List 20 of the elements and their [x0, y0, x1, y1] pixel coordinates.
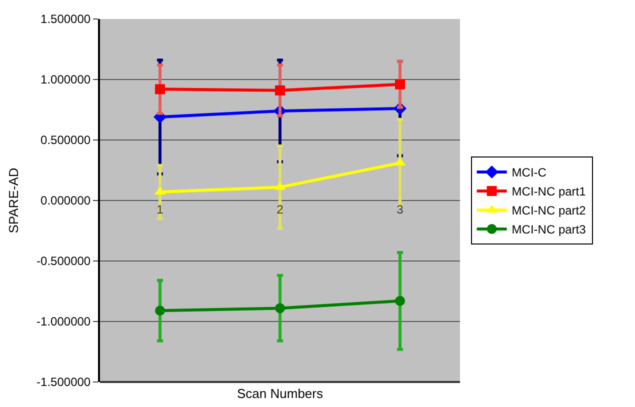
legend-label: MCI-C: [512, 166, 547, 180]
point: [395, 79, 405, 90]
y-tick-label: -1.000000: [36, 314, 91, 329]
x-tick-label: 2: [276, 202, 284, 216]
legend-label: MCI-NC part3: [512, 222, 586, 237]
y-tick-label: -0.500000: [36, 254, 91, 268]
y-tick-label: 0.500000: [40, 133, 91, 148]
point: [155, 84, 165, 94]
point: [395, 296, 405, 306]
legend-label: MCI-NC part2: [512, 204, 586, 218]
point: [275, 85, 285, 96]
legend-label: MCI-NC part1: [512, 184, 586, 199]
y-tick-label: 0.000000: [40, 194, 91, 208]
point: [155, 306, 165, 316]
y-axis-title: SPARE-AD: [6, 168, 22, 234]
point: [275, 303, 285, 314]
y-tick-label: 1.500000: [40, 12, 91, 26]
y-tick-label: -1.500000: [36, 375, 91, 390]
y-tick-label: 1.000000: [40, 72, 91, 87]
x-axis-title: Scan Numbers: [237, 386, 324, 401]
